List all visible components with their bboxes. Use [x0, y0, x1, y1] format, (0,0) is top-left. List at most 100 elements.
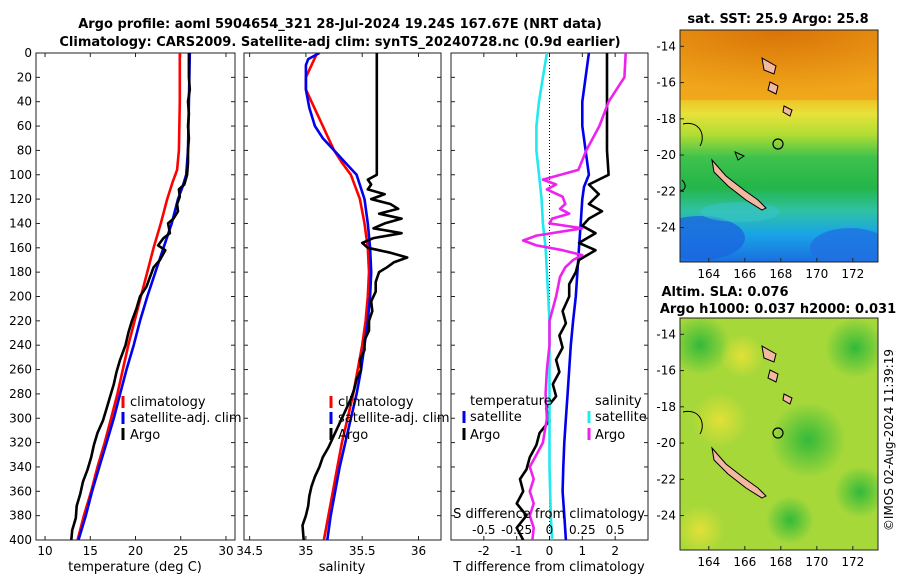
legend-title-salinity: salinity [595, 394, 642, 409]
legend-label-argo: Argo [338, 428, 368, 443]
x-tick-label-salinity: -0.25 [501, 523, 532, 537]
series-line-argo [301, 53, 409, 540]
difference-panel: -2 -1 0 1 2 T difference from climatology S … [450, 52, 649, 575]
map-y-tick-label: -16 [656, 76, 676, 90]
y-tick-label: 160 [9, 241, 32, 255]
legend-label-t-argo: Argo [470, 428, 500, 443]
sla-map-title-2: Argo h1000: 0.037 h2000: 0.031 [660, 302, 896, 317]
temperature-axes-frame [35, 52, 236, 541]
sla-map-image [680, 318, 878, 550]
map-y-tick-label: -24 [656, 221, 676, 235]
y-tick-label: 380 [9, 509, 32, 523]
sst-map-frame [679, 29, 879, 263]
temperature-lines [70, 53, 192, 540]
timestamp-stamp: ©IMOS 02-Aug-2024 11:39:19 [882, 349, 896, 531]
y-tick-label: 360 [9, 484, 32, 498]
map-x-tick-label: 172 [841, 267, 864, 281]
series-line-climatology [304, 53, 371, 540]
sst-map-y-ticks: -14 -16 -18 -20 -22 -24 [656, 39, 684, 235]
y-tick-label: 280 [9, 387, 32, 401]
difference-x-label-salinity: S difference from climatology [453, 507, 645, 522]
salinity-x-label: salinity [319, 560, 366, 575]
argo-position-marker [772, 427, 784, 439]
map-y-tick-label: -22 [656, 184, 676, 198]
x-tick-label: 35 [298, 544, 313, 558]
map-y-tick-label: -20 [656, 148, 676, 162]
map-x-tick-label: 168 [769, 555, 792, 569]
legend-title-temperature: temperature [470, 394, 552, 409]
map-y-tick-label: -14 [656, 327, 676, 341]
y-tick-label: 140 [9, 216, 32, 230]
sst-map-x-ticks: 164 166 168 170 172 [697, 258, 864, 281]
x-tick-label-salinity: 0.5 [606, 523, 625, 537]
sst-map-title: sat. SST: 25.9 Argo: 25.8 [687, 12, 868, 27]
map-x-tick-label: 172 [841, 555, 864, 569]
map-x-tick-label: 170 [805, 555, 828, 569]
salinity-panel: 34.5 35 35.5 36 salinity climatology satell… [236, 52, 450, 575]
legend-label-s-argo: Argo [595, 428, 625, 443]
x-tick-label-salinity: 0.25 [569, 523, 596, 537]
x-tick-label: 0 [546, 544, 554, 558]
map-x-tick-label: 164 [697, 555, 720, 569]
series-line-t-satellite [561, 53, 591, 540]
sla-map-y-ticks: -14 -16 -18 -20 -22 -24 [656, 327, 684, 523]
argo-position-marker [772, 138, 784, 150]
map-x-tick-label: 164 [697, 267, 720, 281]
sla-map-x-ticks: 164 166 168 170 172 [697, 546, 864, 569]
y-tick-label: 220 [9, 314, 32, 328]
salinity-lines [301, 53, 409, 540]
y-tick-label: 260 [9, 363, 32, 377]
y-tick-label: 80 [17, 143, 32, 157]
legend-label-satellite: satellite-adj. clim [130, 411, 242, 426]
y-tick-label: 40 [17, 95, 32, 109]
vanuatu-island [761, 345, 777, 363]
legend-label-climatology: climatology [130, 395, 206, 410]
x-tick-label: 30 [218, 544, 233, 558]
y-tick-label: 300 [9, 411, 32, 425]
legend-label-s-satellite: satellite [595, 410, 647, 425]
x-tick-label: 10 [37, 544, 52, 558]
y-tick-label: 60 [17, 119, 32, 133]
sst-map-panel: sat. SST: 25.9 Argo: 25.8 164 166 168 170 17… [656, 12, 879, 281]
x-tick-label: 15 [83, 544, 98, 558]
map-y-tick-label: -20 [656, 436, 676, 450]
y-tick-label: 320 [9, 436, 32, 450]
y-tick-label: 240 [9, 338, 32, 352]
figure-title-line2: Climatology: CARS2009. Satellite-adj cli… [59, 35, 620, 50]
x-tick-label: 20 [128, 544, 143, 558]
map-x-tick-label: 170 [805, 267, 828, 281]
x-tick-label-salinity: -0.5 [472, 523, 495, 537]
temperature-difference-legend: temperature satellite Argo [462, 394, 552, 443]
y-tick-label: 100 [9, 168, 32, 182]
legend-label-satellite: satellite-adj. clim [338, 411, 450, 426]
x-tick-label: 25 [173, 544, 188, 558]
difference-salinity-x-ticks: -0.5 -0.25 0 0.25 0.5 [472, 523, 625, 537]
x-tick-label: -1 [511, 544, 523, 558]
temperature-y-ticks: 0 20 40 60 80 100 120 140 160 180 200 220 240 260 280 3… [9, 46, 235, 547]
map-y-tick-label: -16 [656, 364, 676, 378]
map-x-tick-label: 168 [769, 267, 792, 281]
temperature-legend: climatology satellite-adj. clim Argo [121, 395, 242, 443]
difference-x-label: T difference from climatology [452, 560, 645, 575]
y-tick-label: 120 [9, 192, 32, 206]
temperature-x-label: temperature (deg C) [68, 560, 202, 575]
x-tick-label: 36 [411, 544, 426, 558]
y-tick-label: 0 [24, 46, 32, 60]
figure-title-line1: Argo profile: aoml 5904654_321 28-Jul-20… [78, 17, 602, 32]
map-x-tick-label: 166 [733, 555, 756, 569]
y-tick-label: 180 [9, 265, 32, 279]
y-tick-label: 20 [17, 70, 32, 84]
vanuatu-island [761, 57, 777, 75]
x-tick-label: -2 [478, 544, 490, 558]
y-tick-label: 340 [9, 460, 32, 474]
legend-label-argo: Argo [130, 428, 160, 443]
y-tick-label: 400 [9, 533, 32, 547]
series-line-argo [70, 53, 192, 540]
x-tick-label: 34.5 [236, 544, 263, 558]
x-tick-label: 1 [579, 544, 587, 558]
map-y-tick-label: -14 [656, 39, 676, 53]
difference-y-ticks [451, 52, 648, 541]
temperature-x-ticks: 10 15 20 25 30 [37, 53, 234, 558]
sla-map-frame [679, 317, 879, 551]
